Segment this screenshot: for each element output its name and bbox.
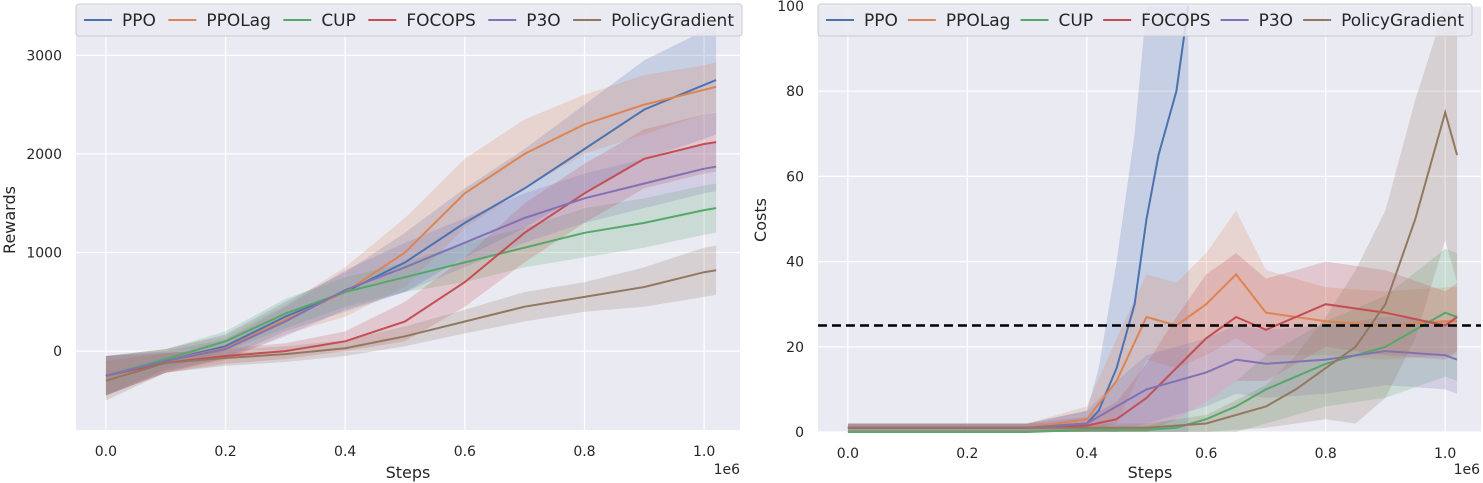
legend-label: PolicyGradient	[1341, 11, 1464, 31]
y-tick-label: 3000	[26, 48, 62, 64]
x-tick-label: 0.8	[1315, 446, 1337, 462]
band-cup	[847, 248, 1458, 432]
x-tick-label: 0.8	[573, 444, 595, 460]
band-ppolag	[847, 210, 1458, 432]
band-focops	[847, 253, 1458, 432]
band-policygradient	[105, 245, 717, 401]
rewards-chart: 0.0 0.2 0.4 0.6 0.8 1.0 0 1000 2000 3000 Steps R…	[0, 3, 743, 482]
legend-label: CUP	[321, 11, 356, 31]
series-line-policygradient	[105, 269, 717, 382]
legend: PPO PPOLag CUP FOCOPS P3O PolicyGradient	[75, 3, 743, 37]
y-tick-label: 100	[777, 0, 804, 15]
legend-box	[817, 3, 1473, 37]
legend-label: P3O	[1259, 11, 1293, 31]
legend: PPO PPOLag CUP FOCOPS P3O PolicyGradient	[817, 3, 1473, 37]
legend-label: P3O	[526, 11, 560, 31]
x-tick-labels: 0.0 0.2 0.4 0.6 0.8 1.0	[95, 444, 715, 460]
x-tick-label: 0.4	[1076, 446, 1098, 462]
y-axis-label: Costs	[751, 198, 770, 242]
x-tick-label: 0.6	[1195, 446, 1217, 462]
y-tick-label: 2000	[26, 147, 62, 163]
x-axis-label: Steps	[386, 463, 431, 482]
legend-box	[75, 3, 743, 37]
series-line-ppo	[105, 79, 717, 377]
series-line-cup	[847, 311, 1458, 433]
x-axis-label: Steps	[1128, 463, 1173, 482]
x-tick-label: 1.0	[1434, 446, 1456, 462]
y-tick-label: 60	[786, 169, 804, 185]
legend-label: PolicyGradient	[611, 11, 734, 31]
grid	[76, 6, 740, 430]
band-p3o	[847, 317, 1458, 432]
x-tick-label: 0.6	[454, 444, 476, 460]
plot-background	[76, 6, 740, 430]
plot-background	[818, 6, 1481, 432]
x-tick-label: 0.0	[95, 444, 117, 460]
legend-label: PPOLag	[206, 11, 271, 31]
y-tick-label: 20	[786, 340, 804, 356]
series-line-p3o	[105, 165, 717, 377]
x-tick-label: 0.2	[214, 444, 236, 460]
y-tick-labels: 0 20 40 60 80 100	[777, 0, 804, 441]
legend-label: FOCOPS	[406, 11, 475, 31]
x-offset-label: 1e6	[714, 462, 741, 478]
y-tick-label: 80	[786, 84, 804, 100]
y-tick-label: 40	[786, 255, 804, 271]
x-tick-label: 0.4	[334, 444, 356, 460]
x-tick-label: 0.2	[956, 446, 978, 462]
y-tick-label: 1000	[26, 246, 62, 262]
series-line-cup	[105, 207, 717, 377]
costs-chart: 0.0 0.2 0.4 0.6 0.8 1.0 0 20 40 60 80 100 Steps Co…	[751, 0, 1481, 482]
legend-label: FOCOPS	[1141, 11, 1210, 31]
x-offset-label: 1e6	[1454, 462, 1481, 478]
series-lines	[105, 79, 717, 382]
y-tick-label: 0	[53, 344, 62, 360]
legend-label: PPOLag	[946, 11, 1011, 31]
band-ppolag	[105, 62, 717, 396]
x-tick-labels: 0.0 0.2 0.4 0.6 0.8 1.0	[837, 446, 1457, 462]
legend-label: CUP	[1059, 11, 1094, 31]
series-line-policygradient	[847, 108, 1459, 429]
y-tick-label: 0	[795, 425, 804, 441]
band-focops	[105, 112, 717, 396]
x-tick-label: 1.0	[693, 444, 715, 460]
band-cup	[105, 183, 717, 396]
y-tick-labels: 0 1000 2000 3000	[26, 48, 62, 360]
legend-label: PPO	[122, 11, 156, 31]
series-line-focops	[105, 141, 717, 377]
y-axis-label: Rewards	[0, 186, 19, 254]
x-tick-label: 0.0	[837, 446, 859, 462]
legend-label: PPO	[864, 11, 898, 31]
